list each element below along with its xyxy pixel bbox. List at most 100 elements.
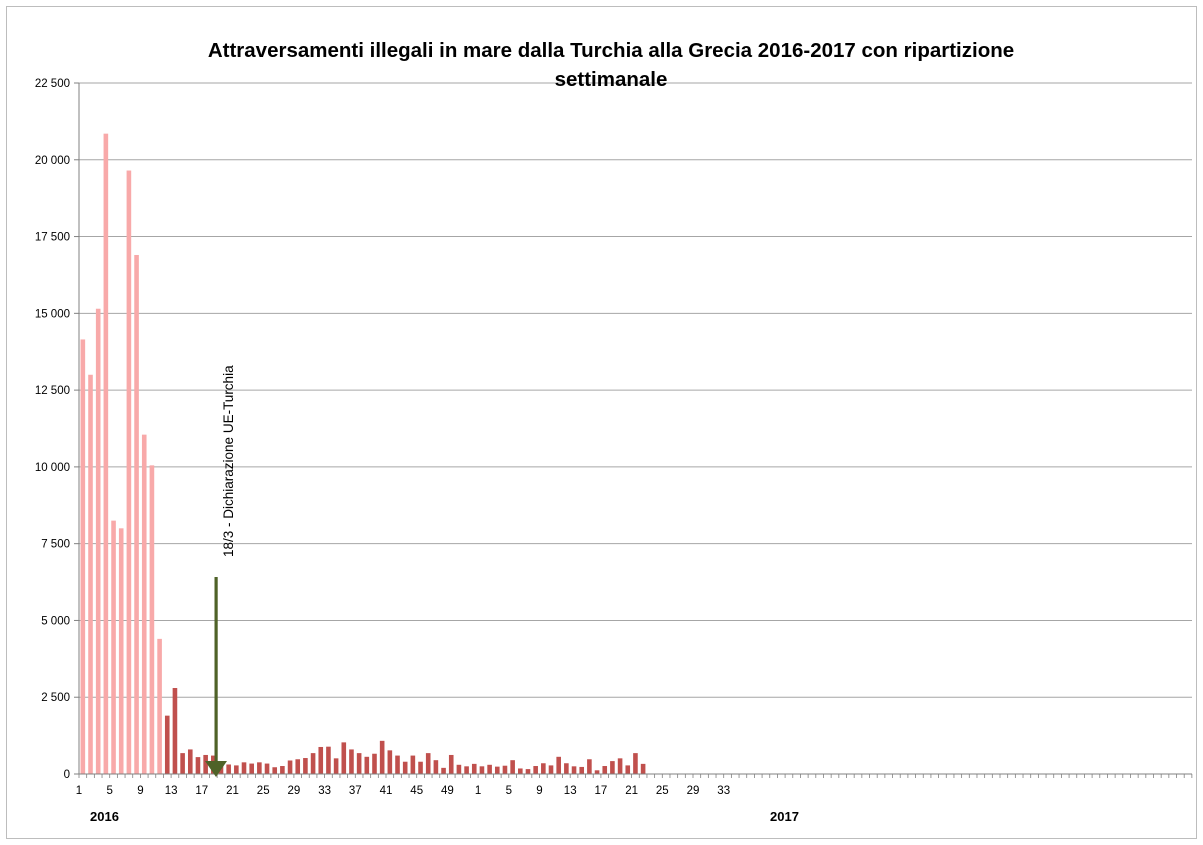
y-tick-label: 0	[64, 769, 70, 781]
y-tick-label: 2 500	[41, 692, 70, 704]
bar	[594, 770, 600, 774]
bar	[525, 769, 531, 774]
year-label-2017: 2017	[770, 809, 799, 824]
bar	[610, 761, 615, 774]
bar	[441, 767, 446, 774]
bar	[303, 758, 308, 774]
bar	[518, 768, 523, 774]
bar	[541, 763, 546, 774]
annotation-arrow-shaft	[214, 577, 218, 767]
bar	[556, 756, 561, 774]
x-tick-label: 25	[257, 785, 270, 797]
bar	[433, 760, 439, 774]
bar	[364, 756, 370, 774]
bar	[494, 766, 500, 774]
bar	[548, 765, 554, 774]
bar	[410, 755, 416, 774]
bar	[111, 520, 116, 774]
x-tick-label: 29	[288, 785, 301, 797]
x-tick-label: 13	[165, 785, 178, 797]
bar	[640, 763, 646, 774]
bar	[510, 760, 515, 774]
x-tick-label: 33	[717, 785, 730, 797]
bar	[402, 761, 408, 774]
bar	[448, 754, 454, 774]
bar	[349, 749, 354, 774]
x-tick-label: 37	[349, 785, 362, 797]
x-tick-label: 13	[564, 785, 577, 797]
bar	[80, 339, 86, 774]
bar	[103, 133, 109, 775]
bar	[617, 758, 623, 774]
chart-area: 0 2 500 5 000 7 500 10 000 12 500 15 000 17 500…	[6, 6, 1197, 839]
bar	[341, 742, 347, 774]
x-tick-label: 41	[380, 785, 393, 797]
bar	[195, 757, 201, 774]
x-tick-label: 9	[137, 785, 143, 797]
bar	[287, 760, 293, 774]
bar	[134, 254, 139, 775]
chart-title-line-1: Attraversamenti illegali in mare dalla T…	[208, 39, 1014, 62]
chart-title-line-2: settimanale	[555, 68, 668, 91]
bar	[356, 753, 362, 774]
bar	[164, 715, 170, 774]
bar	[310, 753, 316, 774]
bar	[218, 766, 224, 774]
bar	[395, 755, 400, 774]
bar	[587, 759, 592, 774]
x-tick-label: 5	[106, 785, 112, 797]
bar	[280, 766, 285, 774]
bar	[464, 766, 469, 774]
bar	[118, 528, 124, 774]
bar	[318, 746, 324, 774]
y-tick-label: 5 000	[41, 615, 70, 627]
x-tick-label: 29	[687, 785, 700, 797]
bar	[180, 753, 185, 774]
bar	[264, 763, 270, 774]
bar	[241, 762, 247, 774]
annotation-arrow	[205, 577, 227, 777]
bar	[625, 765, 631, 774]
bar	[157, 638, 162, 774]
bar	[257, 762, 262, 774]
x-tick-label: 33	[318, 785, 331, 797]
bar	[487, 764, 492, 774]
bar	[579, 766, 585, 774]
bar	[456, 764, 462, 774]
bar	[95, 308, 101, 774]
bar	[571, 766, 577, 774]
bar	[172, 688, 178, 774]
bar	[187, 749, 193, 774]
bar	[502, 765, 508, 774]
bar	[203, 754, 208, 774]
bar	[88, 374, 93, 774]
bar	[234, 765, 239, 774]
bar	[564, 763, 569, 774]
axes	[78, 83, 1192, 775]
x-tick-label: 9	[536, 785, 542, 797]
y-tick-label: 15 000	[35, 308, 70, 320]
bar	[149, 465, 155, 774]
bar	[418, 761, 423, 774]
bar	[272, 767, 278, 774]
x-tick-label: 5	[506, 785, 512, 797]
x-tick-label: 1	[76, 785, 82, 797]
annotation-label: 18/3 - Dichiarazione UE-Turchia	[221, 365, 236, 557]
bar	[379, 740, 385, 774]
bar	[295, 759, 301, 774]
bar	[141, 434, 147, 774]
bar	[326, 746, 331, 774]
x-tick-label: 1	[475, 785, 481, 797]
bar-chart: 0 2 500 5 000 7 500 10 000 12 500 15 000 17 500…	[35, 39, 1193, 824]
y-tick-label: 10 000	[35, 462, 70, 474]
x-tick-label: 21	[226, 785, 239, 797]
y-tick-label: 12 500	[35, 385, 70, 397]
x-tick-label: 45	[410, 785, 423, 797]
x-axis-ticks: 1 5 9 13 17 21 25 29 33 37 41 45 49 1 5 9 13 17 21 25 29 33	[76, 774, 1193, 797]
x-tick-label: 17	[595, 785, 608, 797]
bar	[602, 766, 608, 774]
bar	[479, 766, 485, 774]
bars	[80, 133, 646, 775]
bar	[372, 753, 377, 774]
bar	[471, 763, 477, 774]
